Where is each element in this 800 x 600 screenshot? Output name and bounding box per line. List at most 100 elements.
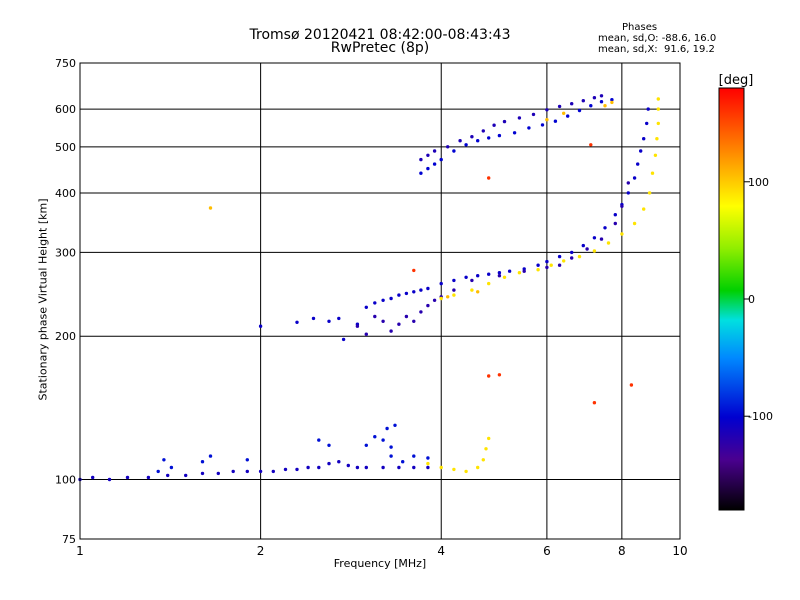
y-tick-label: 600 xyxy=(55,103,76,116)
data-point xyxy=(599,237,604,241)
data-point xyxy=(426,153,430,157)
data-point xyxy=(295,467,299,472)
data-point xyxy=(613,213,617,217)
plot-frame xyxy=(79,62,681,540)
data-point xyxy=(452,288,456,292)
x-tick-label: 8 xyxy=(618,544,626,558)
data-point xyxy=(337,316,341,321)
data-point xyxy=(216,471,220,476)
data-point xyxy=(426,461,430,466)
data-point xyxy=(656,97,660,101)
chart-subtitle: RwPretec (8p) xyxy=(330,40,430,56)
data-point xyxy=(540,123,545,127)
data-point xyxy=(481,129,485,133)
x-tick-label: 2 xyxy=(257,544,265,558)
data-point xyxy=(470,288,474,292)
data-point xyxy=(426,286,430,291)
data-point xyxy=(464,469,468,474)
data-point xyxy=(610,98,614,102)
data-point xyxy=(487,272,491,276)
data-point xyxy=(156,469,160,474)
data-point xyxy=(346,463,350,468)
data-point xyxy=(476,274,480,278)
data-point xyxy=(577,254,582,259)
chart-title: Tromsø 20120421 08:42:00-08:43:43 xyxy=(249,27,511,43)
data-point xyxy=(620,232,624,236)
data-point xyxy=(381,438,385,442)
data-point xyxy=(91,475,95,480)
data-point xyxy=(162,458,166,462)
data-point xyxy=(655,137,659,141)
data-point xyxy=(166,473,170,478)
data-point xyxy=(452,278,456,283)
data-point xyxy=(373,435,377,439)
data-point xyxy=(507,269,512,273)
data-point xyxy=(656,107,660,111)
data-point xyxy=(484,447,488,451)
data-point xyxy=(401,460,405,464)
data-point xyxy=(271,469,275,474)
data-point xyxy=(341,337,346,342)
data-points xyxy=(78,94,660,482)
data-point xyxy=(589,104,593,108)
data-point xyxy=(432,149,437,153)
data-point xyxy=(639,149,643,153)
data-point xyxy=(481,458,485,462)
data-point xyxy=(381,319,385,323)
data-point xyxy=(389,454,393,458)
data-point xyxy=(626,191,630,195)
data-point xyxy=(545,259,549,264)
x-tick-label: 1 xyxy=(76,544,84,558)
data-point xyxy=(629,383,634,387)
data-point xyxy=(497,271,502,275)
data-point xyxy=(385,426,389,431)
data-point xyxy=(497,373,502,377)
data-point xyxy=(647,191,652,195)
data-point xyxy=(464,275,468,279)
data-point xyxy=(327,443,331,447)
data-point xyxy=(620,204,624,208)
data-point xyxy=(306,465,310,470)
data-point xyxy=(381,465,385,470)
data-point xyxy=(642,137,646,141)
data-point xyxy=(432,298,437,302)
data-point xyxy=(317,465,321,470)
data-point xyxy=(397,322,401,326)
data-point xyxy=(476,290,480,294)
data-point xyxy=(636,162,640,166)
data-point xyxy=(200,460,205,464)
data-point xyxy=(517,116,522,120)
data-point xyxy=(412,319,416,323)
data-point xyxy=(439,296,443,301)
data-point xyxy=(419,288,423,292)
data-point xyxy=(412,465,416,470)
data-point xyxy=(439,465,443,470)
data-point xyxy=(476,465,480,470)
colorbar-tick-label: 100 xyxy=(748,176,769,189)
data-point xyxy=(487,436,491,441)
data-point xyxy=(570,102,574,106)
colorbar: [deg] 100 0 -100 xyxy=(718,73,773,511)
data-point xyxy=(653,153,658,157)
data-point xyxy=(581,243,585,248)
data-point xyxy=(412,268,416,273)
y-tick-label: 100 xyxy=(55,474,76,487)
data-point xyxy=(245,458,249,462)
data-point xyxy=(258,469,263,474)
y-tick-label: 500 xyxy=(55,141,76,154)
data-point xyxy=(585,247,589,251)
data-point xyxy=(404,314,409,319)
data-point xyxy=(487,374,491,378)
y-tick-label: 75 xyxy=(62,533,76,546)
data-point xyxy=(492,123,496,127)
colorbar-tick-label: -100 xyxy=(748,410,773,423)
x-axis-label: Frequency [MHz] xyxy=(333,557,427,570)
data-point xyxy=(125,475,130,480)
colorbar-label: [deg] xyxy=(719,73,754,88)
data-point xyxy=(599,100,604,104)
data-point xyxy=(258,324,263,328)
data-point xyxy=(545,265,549,270)
data-point xyxy=(389,329,393,333)
